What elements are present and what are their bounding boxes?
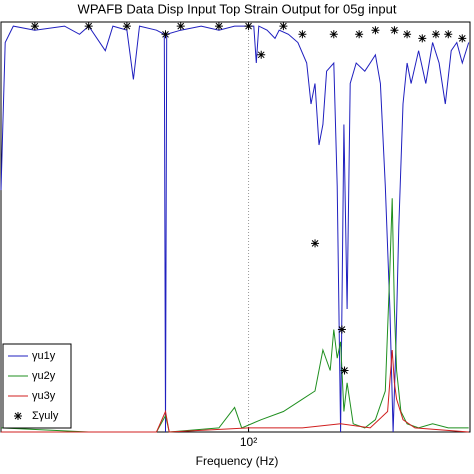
star-marker bbox=[329, 30, 338, 39]
plot-area bbox=[0, 21, 471, 433]
star-marker bbox=[371, 26, 380, 35]
star-marker bbox=[403, 30, 412, 39]
star-marker bbox=[84, 22, 93, 31]
star-marker bbox=[390, 26, 399, 35]
star-marker bbox=[257, 50, 266, 59]
x-axis-label: Frequency (Hz) bbox=[196, 454, 279, 468]
star-marker bbox=[355, 30, 364, 39]
star-marker bbox=[122, 22, 131, 31]
star-marker bbox=[298, 30, 307, 39]
star-marker bbox=[337, 325, 346, 334]
legend-marker bbox=[14, 412, 22, 420]
star-marker bbox=[340, 366, 349, 375]
legend-label: γu2y bbox=[32, 370, 56, 382]
legend: γu1y γu2y γu3y Σγuly bbox=[2, 343, 72, 429]
chart-title: WPAFB Data Disp Input Top Strain Output … bbox=[78, 1, 397, 16]
x-tick-label: 10² bbox=[240, 435, 257, 449]
star-marker bbox=[279, 22, 288, 31]
star-marker bbox=[176, 22, 185, 31]
legend-label: Σγuly bbox=[32, 410, 59, 422]
star-marker bbox=[458, 34, 467, 43]
star-marker bbox=[431, 30, 440, 39]
legend-label: γu3y bbox=[32, 390, 56, 402]
star-marker bbox=[214, 22, 223, 31]
star-marker bbox=[30, 22, 39, 31]
star-marker bbox=[444, 30, 453, 39]
legend-label: γu1y bbox=[32, 350, 56, 362]
series-line bbox=[1, 349, 469, 433]
series-line bbox=[0, 25, 470, 433]
legend-box bbox=[2, 343, 72, 429]
star-marker bbox=[161, 30, 170, 39]
star-marker bbox=[244, 22, 253, 31]
star-marker bbox=[418, 34, 427, 43]
series-line bbox=[0, 198, 469, 433]
star-marker bbox=[311, 239, 320, 248]
